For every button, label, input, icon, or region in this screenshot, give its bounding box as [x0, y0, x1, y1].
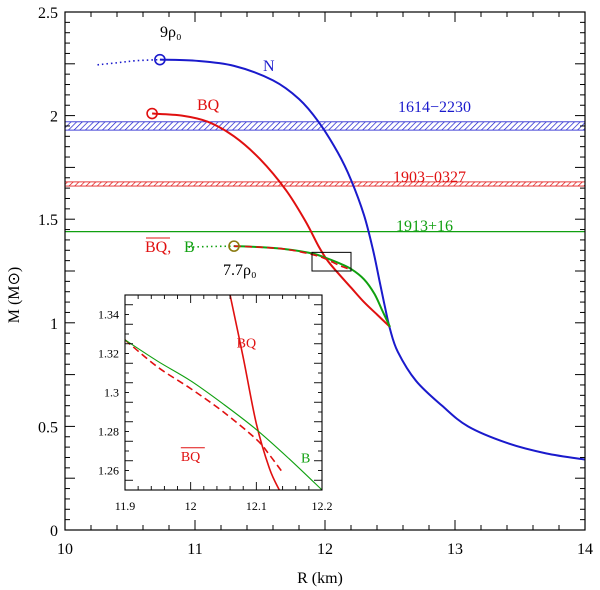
inset-series-line-bqbar	[125, 339, 284, 473]
band-1614-2230	[64, 121, 586, 131]
inset-y-tick-label: 1.26	[98, 464, 119, 478]
inset-x-tick-label: 12.1	[246, 499, 267, 513]
y-tick-label: 1	[50, 316, 58, 333]
y-axis-label: M (M⊙)	[6, 267, 23, 324]
series-line-n	[159, 58, 585, 461]
inset-label-bq: BQ	[237, 337, 256, 352]
band-label-1913-16: 1913+16	[396, 218, 453, 235]
series-line-bqbar	[233, 245, 352, 271]
bands-layer	[64, 121, 586, 233]
curve-label-b: B	[184, 239, 195, 256]
inset-x-tick-label: 12.2	[312, 499, 333, 513]
inset-x-tick-label: 12	[185, 499, 197, 513]
series-line-b-unstable	[188, 245, 235, 248]
max-mass-marker-b	[228, 240, 240, 252]
band-label-1614-2230: 1614−2230	[398, 99, 471, 116]
inset-y-tick-label: 1.28	[98, 425, 119, 439]
inset-y-tick-label: 1.3	[104, 386, 119, 400]
inset-y-tick-label: 1.32	[98, 347, 119, 361]
inset-plot: 11.9 12 12.1 12.2 1.26 1.28 1.3 1.32 1.34 BQ BQ B	[98, 294, 333, 513]
inset-x-tick-label: 11.9	[115, 499, 136, 513]
density-label-n: 9ρ₀	[160, 24, 182, 41]
inset-series-line-bq	[229, 295, 281, 490]
markers-layer	[146, 53, 240, 252]
series-line-n-unstable	[97, 58, 160, 66]
curve-label-bqbar: BQ,	[145, 239, 171, 256]
y-tick-label: 1.5	[38, 212, 58, 229]
curve-label-n: N	[263, 58, 275, 75]
band-label-1903-0327: 1903−0327	[393, 169, 466, 186]
inset-label-bqbar: BQ	[181, 450, 200, 465]
x-tick-label: 13	[447, 541, 463, 558]
density-label-b: 7.7ρ₀	[223, 262, 257, 279]
x-tick-label: 10	[57, 541, 73, 558]
inset-series-line-b	[125, 339, 322, 490]
curve-label-bq: BQ	[197, 97, 220, 114]
y-tick-label: 0.5	[38, 419, 58, 436]
inset-curves	[125, 295, 322, 490]
curves-layer	[97, 58, 585, 461]
y-tick-label: 2	[50, 109, 58, 126]
x-tick-label: 12	[317, 541, 333, 558]
axes-layer: 10 11 12 13 14 0 0.5 1 1.5 2 2.5	[38, 5, 593, 558]
max-mass-marker-n	[154, 53, 166, 66]
labels-layer: 1614−2230 1903−0327 1913+16 9ρ₀ 7.7ρ₀ N BQ BQ, B	[145, 24, 471, 279]
zoom-region-box	[311, 251, 352, 272]
inset-y-tick-label: 1.34	[98, 308, 119, 322]
y-tick-label: 0	[50, 523, 58, 540]
inset-background	[125, 295, 322, 490]
x-tick-label: 14	[577, 541, 593, 558]
max-mass-marker-bq	[146, 107, 158, 120]
inset-label-b: B	[301, 452, 310, 467]
y-tick-label: 2.5	[38, 5, 58, 22]
x-axis-label: R (km)	[297, 570, 343, 587]
band-1903-0327	[64, 181, 586, 187]
x-tick-label: 11	[187, 541, 202, 558]
series-line-bq	[152, 112, 391, 328]
